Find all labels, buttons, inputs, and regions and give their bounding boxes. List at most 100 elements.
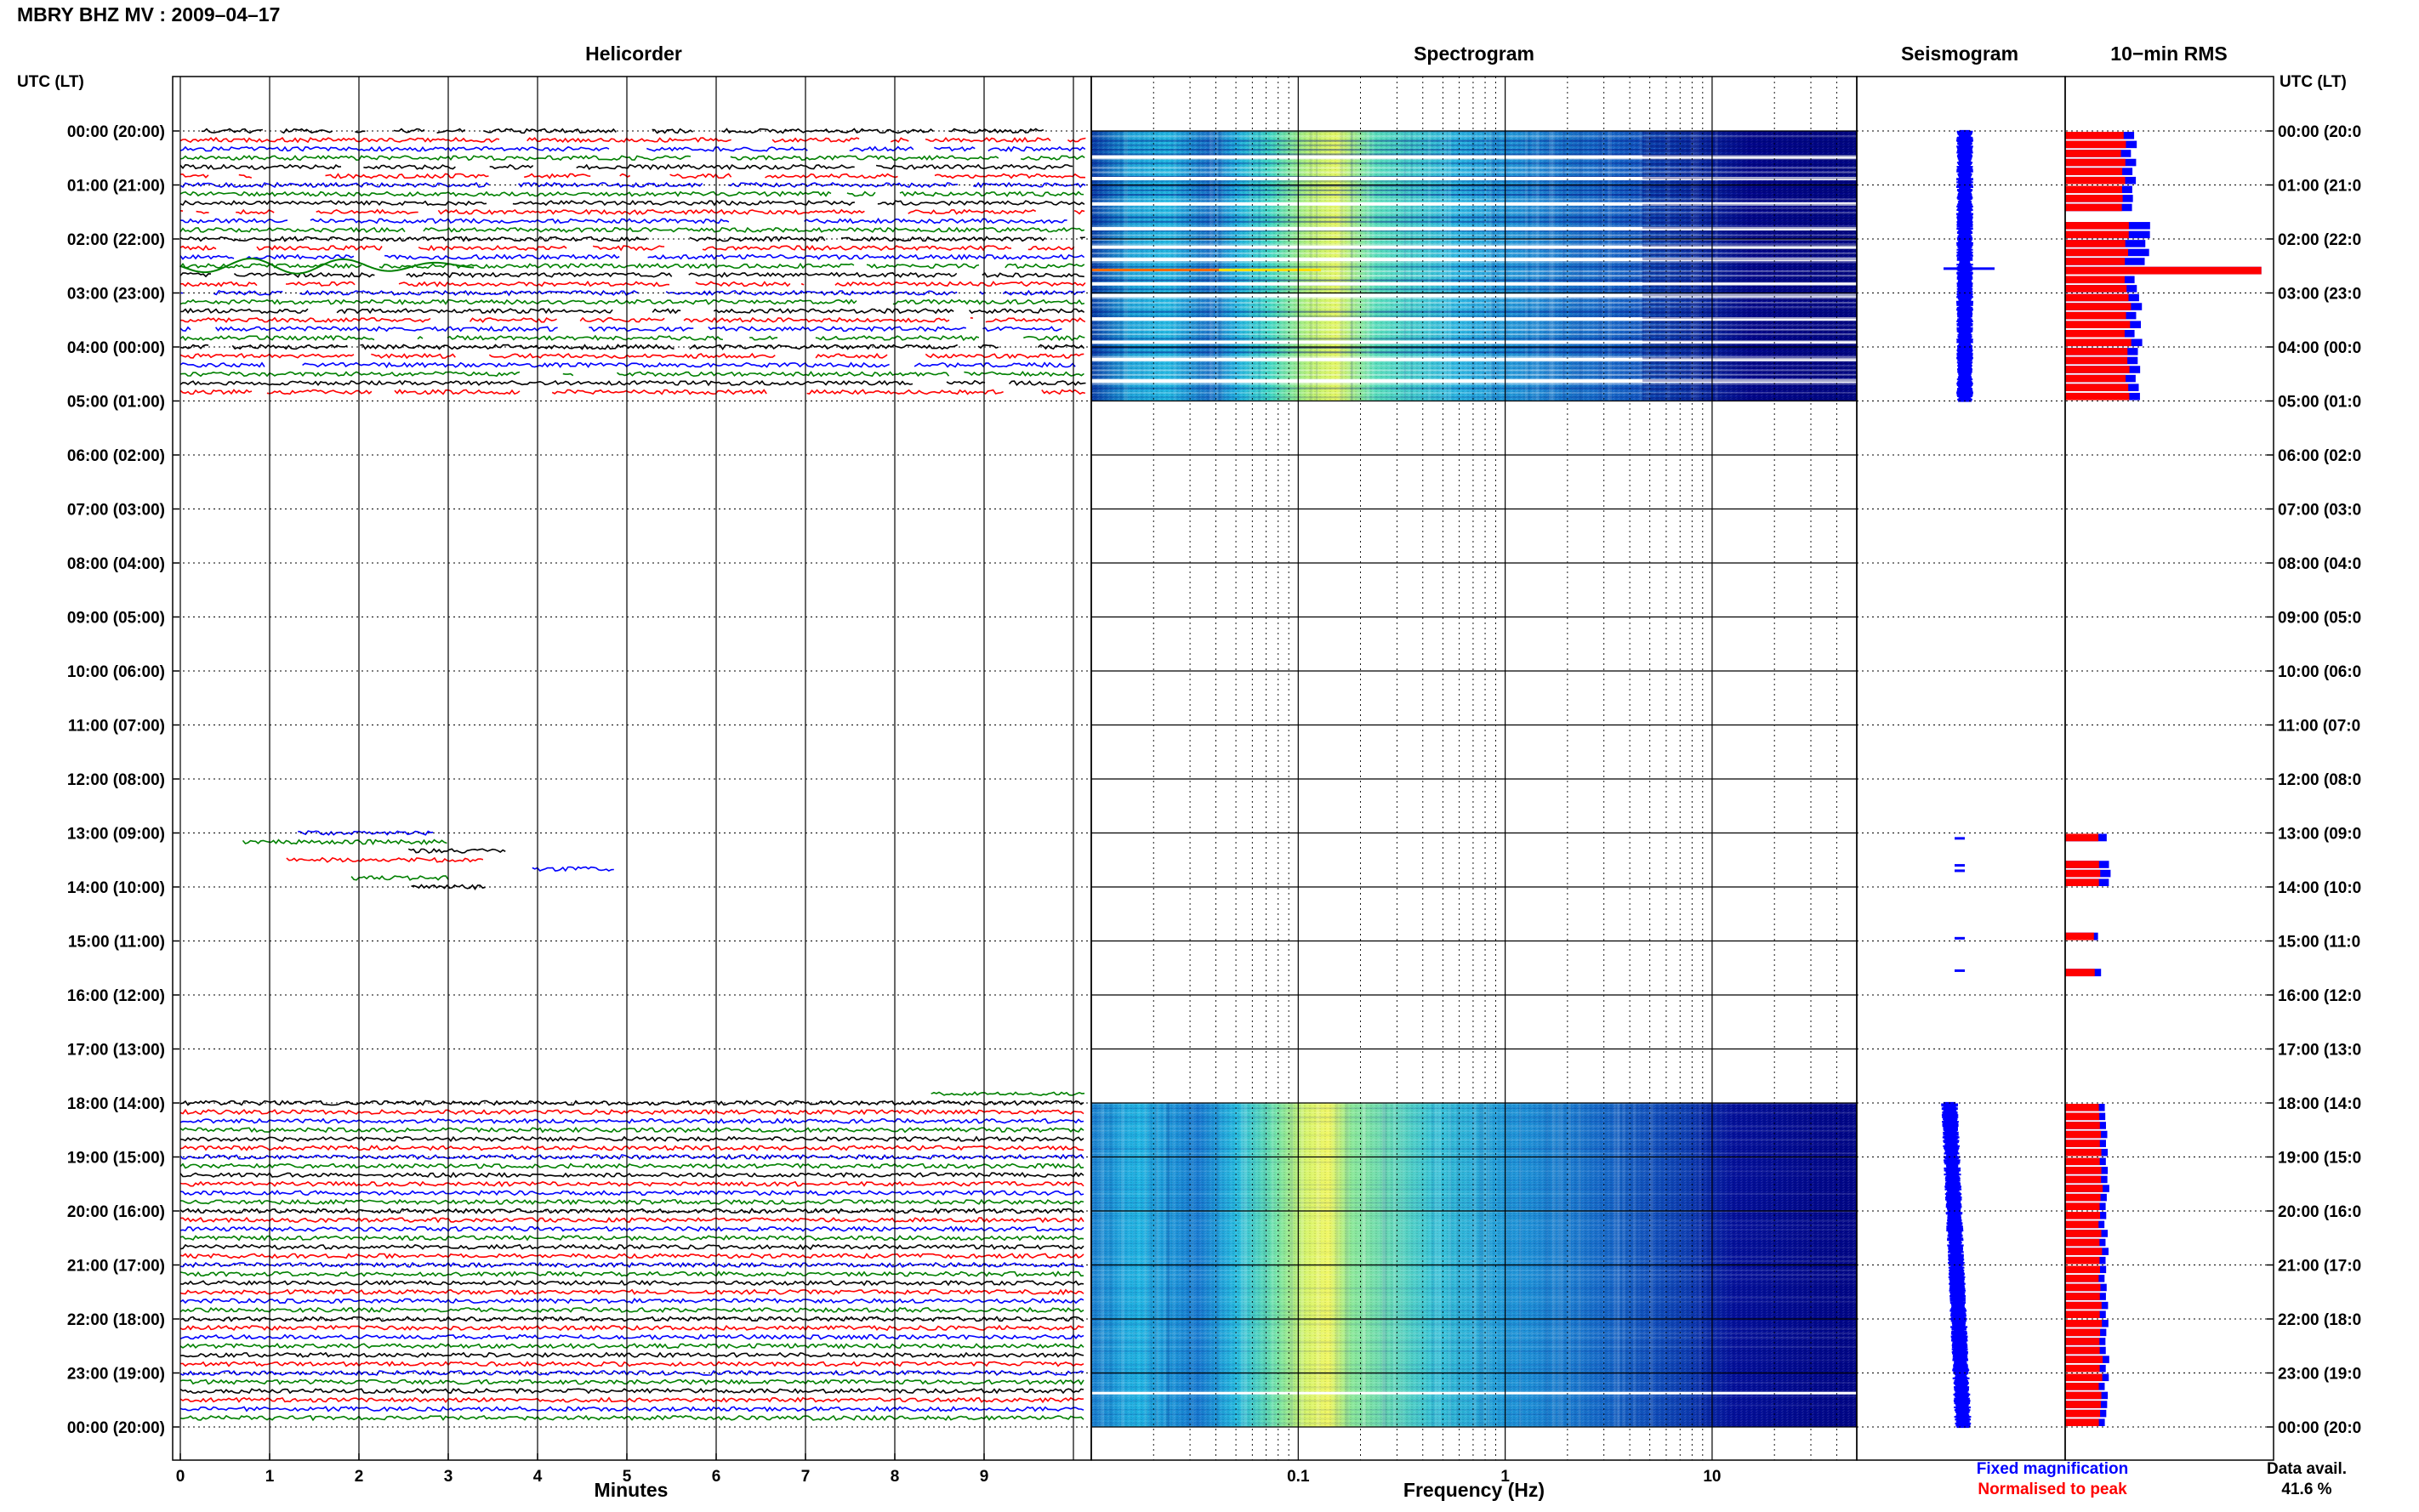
frequency-tick-label: 10: [1703, 1468, 1721, 1486]
spectrogram-column: [1548, 131, 1553, 401]
spectrogram-column: [1339, 131, 1342, 401]
spectrogram-row: [1091, 1161, 1857, 1163]
helicorder-line: [179, 1153, 1084, 1161]
spectrogram-row: [1091, 1332, 1857, 1334]
spectrogram-row: [1091, 1103, 1857, 1105]
rms-bar-normalised: [2065, 1148, 2102, 1157]
rms-bar-normalised: [2065, 1104, 2099, 1111]
spectrogram-event: [1091, 268, 1219, 271]
helicorder-line: [179, 344, 1085, 350]
spectrogram-row: [1091, 1314, 1857, 1316]
helicorder-line: [179, 1270, 1084, 1277]
spectrogram-row: [1091, 1323, 1857, 1326]
rms-bar-normalised: [2065, 248, 2129, 257]
spectrogram-row: [1091, 225, 1857, 228]
rms-bar-normalised: [2065, 1248, 2103, 1255]
hour-label-left: 00:00 (20:00): [67, 123, 165, 141]
helicorder-line: [286, 856, 484, 863]
spectrogram-row: [1642, 240, 1857, 242]
spectrogram-row: [1091, 1337, 1857, 1339]
spectrogram-column: [1655, 131, 1659, 401]
spectrogram-row: [1091, 1386, 1857, 1389]
spectrogram-row: [1642, 244, 1857, 247]
hour-label-left: 14:00 (10:00): [67, 879, 165, 897]
rms-bar-normalised: [2065, 348, 2128, 355]
spectrogram-gap: [1091, 1391, 1857, 1395]
rms-bar-normalised: [2065, 1301, 2102, 1310]
spectrogram-row: [1091, 153, 1857, 156]
spectrogram-row: [1091, 1229, 1857, 1231]
spectrogram-row: [1091, 1219, 1857, 1222]
rms-bar-normalised: [2065, 230, 2129, 239]
spectrogram-column: [1575, 131, 1580, 401]
helicorder-line: [179, 1414, 1084, 1422]
hour-label-left: 01:00 (21:00): [67, 178, 165, 196]
spectrogram-row: [1091, 131, 1857, 133]
rms-bar-normalised: [2065, 158, 2126, 167]
hour-label-right: 17:00 (13:0: [2278, 1042, 2361, 1060]
spectrogram-row: [1091, 1152, 1857, 1155]
helicorder-line: [179, 1253, 1084, 1259]
helicorder-line: [179, 226, 1085, 233]
axis-tick-labels: 00:00 (20:00) 01:00 (21:00) 02:00 (22:00) 0…: [67, 123, 2361, 1486]
spectrogram-row: [1091, 1319, 1857, 1321]
hour-label-right: 16:00 (12:0: [2278, 987, 2361, 1005]
spectrogram-column: [1639, 131, 1642, 401]
spectrogram-row: [1091, 212, 1857, 214]
spectrogram-row: [1091, 171, 1857, 173]
rms-bar-normalised: [2065, 176, 2126, 185]
spectrogram-gap: [1091, 202, 1857, 206]
helicorder-line: [179, 1108, 1084, 1116]
spectrogram-row: [1642, 334, 1857, 338]
spectrogram-row: [1091, 1373, 1857, 1375]
spectrogram-row: [1642, 253, 1857, 256]
spectrogram-row: [1091, 1265, 1857, 1267]
spectrogram-row: [1091, 1251, 1857, 1253]
spectrogram-row: [1091, 243, 1857, 246]
spectrogram-row: [1642, 284, 1857, 287]
helicorder-line: [179, 334, 1085, 342]
spectrogram-column: [1258, 131, 1261, 401]
spectrogram-column: [1443, 131, 1447, 401]
spectrogram-row: [1091, 234, 1857, 236]
helicorder-line: [298, 830, 434, 836]
spectrogram-column: [1091, 131, 1095, 401]
spectrogram-column: [1221, 131, 1224, 401]
spectrogram-row: [1642, 303, 1857, 306]
spectrogram-row: [1091, 320, 1857, 322]
spectrogram-gap: [1091, 227, 1857, 231]
hour-label-right: 22:00 (18:0: [2278, 1311, 2361, 1329]
hour-label-right: 11:00 (07:0: [2278, 718, 2360, 736]
spectrogram-row: [1091, 288, 1857, 291]
spectrogram-row: [1091, 1377, 1857, 1379]
helicorder-line: [179, 145, 1086, 153]
helicorder-line: [179, 1361, 1084, 1367]
spectrogram-row: [1091, 333, 1857, 336]
spectrogram-column: [1645, 131, 1648, 401]
spectrogram-column: [1215, 131, 1219, 401]
hour-label-left: 15:00 (11:00): [68, 934, 165, 952]
seismogram-segment: [1941, 1101, 1972, 1429]
helicorder-line: [179, 244, 1075, 252]
spectrogram-row: [1642, 379, 1857, 383]
spectrogram-column: [1447, 131, 1451, 401]
spectrogram-row: [1091, 1188, 1857, 1191]
rms-bar-normalised: [2065, 150, 2121, 157]
helicorder-line: [179, 1126, 1084, 1134]
spectrogram-column: [1340, 131, 1344, 401]
spectrogram-row: [1642, 213, 1857, 216]
hour-label-left: 18:00 (14:00): [67, 1095, 165, 1113]
helicorder-line: [407, 848, 506, 854]
spectrogram-column: [1309, 131, 1313, 401]
seismogram-event: [1944, 260, 1995, 277]
spectrogram-row: [1091, 1292, 1857, 1294]
hour-label-left: 00:00 (20:00): [67, 1419, 165, 1437]
helicorder-line: [179, 379, 1086, 387]
spectrogram-row: [1091, 338, 1857, 340]
rms-bar-normalised: [2065, 1338, 2100, 1345]
spectrogram-row: [1091, 1121, 1857, 1123]
hour-label-right: 01:00 (21:0: [2278, 178, 2361, 196]
helicorder-line: [242, 838, 447, 846]
rms-bar-normalised: [2065, 1293, 2100, 1300]
rms-bar-normalised: [2065, 329, 2125, 338]
